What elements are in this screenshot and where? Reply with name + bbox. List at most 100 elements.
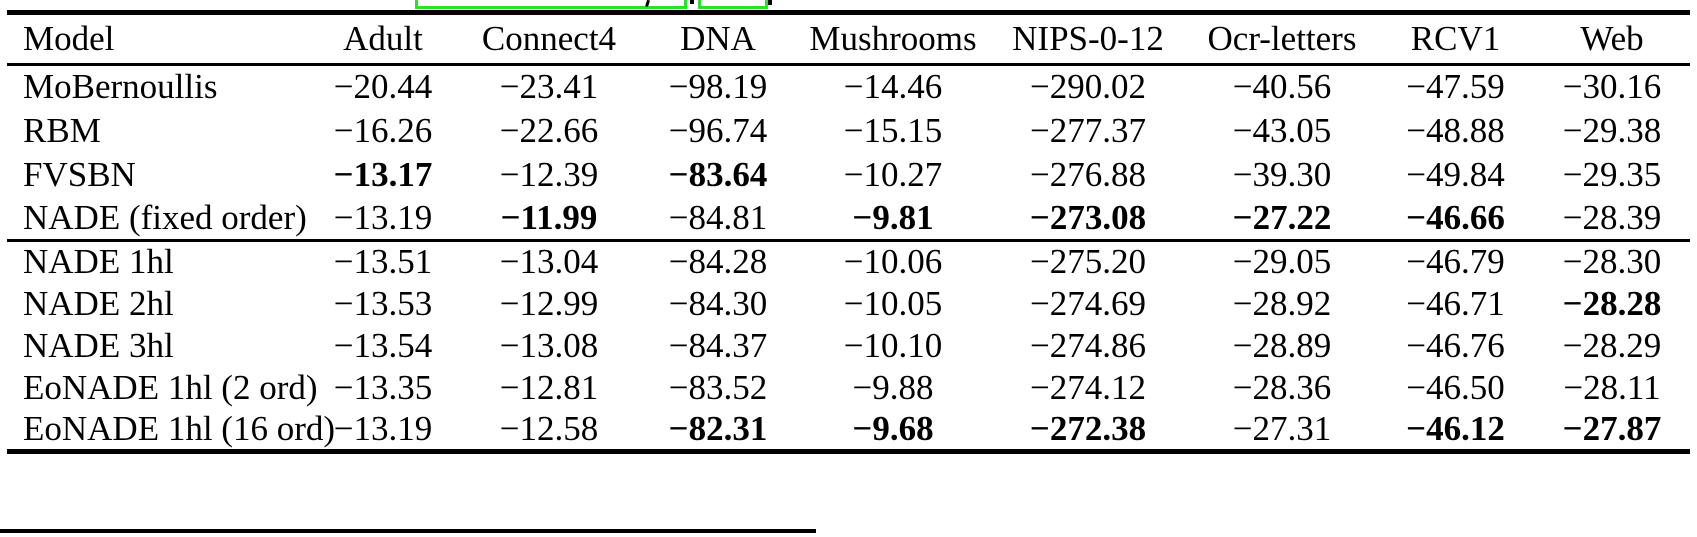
value-cell-dna: −98.19 <box>668 67 768 107</box>
value-cell-nips-0-12: −272.38 <box>1029 408 1147 448</box>
value-cell-ocr-letters: −27.22 <box>1232 197 1332 237</box>
table-body: MoBernoullis −20.44 −23.41 −98.19 −14.46 −290… <box>7 65 1690 452</box>
model-cell: NADE 1hl <box>7 239 307 283</box>
value-cell-adult: −13.17 <box>333 154 433 194</box>
table-row-nade-3hl: NADE 3hl −13.54 −13.08 −84.37 −10.10 −274.86 −… <box>7 325 1690 367</box>
value-cell-rcv1: −46.12 <box>1406 408 1505 448</box>
results-table: Model Adult Connect4 DNA Mushrooms NIPS-0-12 O… <box>7 10 1690 454</box>
value-cell-mushrooms: −10.10 <box>843 325 943 365</box>
value-cell-rcv1: −46.71 <box>1406 283 1505 323</box>
table-row-eonade-1hl-16-ord: EoNADE 1hl (16 ord) −13.19 −12.58 −82.31 −9.… <box>7 409 1690 452</box>
value-cell-web: −28.28 <box>1562 283 1662 323</box>
value-cell-rcv1: −46.50 <box>1406 367 1505 407</box>
value-cell-rcv1: −48.88 <box>1406 110 1505 150</box>
column-header-adult: Adult <box>307 12 459 66</box>
value-cell-nips-0-12: −273.08 <box>1029 197 1147 237</box>
value-cell-ocr-letters: −28.36 <box>1232 367 1332 407</box>
table-row-nade-1hl: NADE 1hl −13.51 −13.04 −84.28 −10.06 −275.20−… <box>7 239 1690 283</box>
value-cell-dna: −84.28 <box>639 239 797 283</box>
model-cell: NADE 3hl <box>23 325 174 365</box>
value-cell-ocr-letters: −43.05 <box>1232 110 1332 150</box>
value-cell-mushrooms: −9.68 <box>852 408 934 448</box>
footnote-rule <box>0 529 816 533</box>
value-cell-ocr-letters: −29.05 <box>1187 239 1377 283</box>
model-cell: NADE (fixed order) <box>23 197 307 237</box>
value-cell-nips-0-12: −274.86 <box>1030 325 1146 365</box>
value-cell-web: −29.38 <box>1562 110 1662 150</box>
value-cell-mushrooms: −10.27 <box>843 154 943 194</box>
value-cell-dna: −84.81 <box>668 197 768 237</box>
value-cell-mushrooms: −10.05 <box>843 283 943 323</box>
value-cell-web: −27.87 <box>1562 408 1662 448</box>
value-cell-adult: −13.35 <box>333 367 433 407</box>
table-row-rbm: RBM −16.26 −22.66 −96.74 −15.15 −277.37 −43.05… <box>7 109 1690 153</box>
value-cell-connect4: −13.04 <box>459 239 639 283</box>
value-cell-mushrooms: −9.81 <box>852 197 934 237</box>
value-cell-rcv1: −49.84 <box>1406 154 1505 194</box>
value-cell-connect4: −12.99 <box>499 283 599 323</box>
value-cell-ocr-letters: −28.92 <box>1232 283 1332 323</box>
value-cell-mushrooms: −10.06 <box>797 239 989 283</box>
table-row-eonade-1hl-2-ord: EoNADE 1hl (2 ord) −13.35 −12.81 −83.52 −9.8… <box>7 367 1690 409</box>
value-cell-web: −29.35 <box>1562 154 1662 194</box>
value-cell-adult: −13.54 <box>333 325 433 365</box>
column-header-rcv1: RCV1 <box>1377 12 1534 66</box>
value-cell-dna: −83.52 <box>668 367 768 407</box>
value-cell-web: −28.30 <box>1534 239 1690 283</box>
table-header: Model Adult Connect4 DNA Mushrooms NIPS-0-12 O… <box>7 12 1690 66</box>
value-cell-connect4: −13.08 <box>499 325 599 365</box>
value-cell-mushrooms: −15.15 <box>843 110 943 150</box>
value-cell-connect4: −12.58 <box>499 408 599 448</box>
model-cell: FVSBN <box>23 154 136 194</box>
header-row: Model Adult Connect4 DNA Mushrooms NIPS-0-12 O… <box>7 12 1690 66</box>
column-header-dna: DNA <box>639 12 797 66</box>
value-cell-connect4: −12.39 <box>499 154 599 194</box>
column-header-ocr-letters: Ocr-letters <box>1187 12 1377 66</box>
value-cell-adult: −13.53 <box>333 283 433 323</box>
table-row-fvsbn: FVSBN −13.17 −12.39 −83.64 −10.27 −276.88 −39.… <box>7 153 1690 197</box>
model-cell: EoNADE 1hl (16 ord) <box>23 408 336 448</box>
value-cell-adult: −13.19 <box>333 197 433 237</box>
value-cell-rcv1: −46.79 <box>1377 239 1534 283</box>
value-cell-ocr-letters: −40.56 <box>1232 67 1332 107</box>
citation-link-box-large[interactable] <box>415 0 687 9</box>
table-row-mobernoullis: MoBernoullis −20.44 −23.41 −98.19 −14.46 −290… <box>7 65 1690 109</box>
column-header-model: Model <box>7 12 307 66</box>
model-cell: NADE 2hl <box>23 283 174 323</box>
table-row-nade-fixed-order: NADE (fixed order) −13.19 −11.99 −84.81 −9.8… <box>7 197 1690 241</box>
value-cell-nips-0-12: −274.12 <box>1030 367 1146 407</box>
value-cell-ocr-letters: −39.30 <box>1232 154 1332 194</box>
value-cell-nips-0-12: −274.69 <box>1030 283 1146 323</box>
model-cell: RBM <box>23 110 101 150</box>
value-cell-web: −28.29 <box>1562 325 1662 365</box>
column-header-mushrooms: Mushrooms <box>797 12 989 66</box>
value-cell-connect4: −12.81 <box>499 367 599 407</box>
value-cell-ocr-letters: −27.31 <box>1232 408 1332 448</box>
table-row-nade-2hl: NADE 2hl −13.53 −12.99 −84.30 −10.05 −274.69 −… <box>7 283 1690 325</box>
value-cell-dna: −96.74 <box>668 110 768 150</box>
value-cell-adult: −13.51 <box>307 239 459 283</box>
value-cell-adult: −13.19 <box>333 408 433 448</box>
column-header-web: Web <box>1534 12 1690 66</box>
value-cell-web: −28.39 <box>1562 197 1662 237</box>
value-cell-adult: −20.44 <box>333 67 433 107</box>
value-cell-mushrooms: −9.88 <box>852 367 934 407</box>
value-cell-dna: −82.31 <box>668 408 768 448</box>
value-cell-ocr-letters: −28.89 <box>1232 325 1332 365</box>
model-cell: MoBernoullis <box>23 67 218 107</box>
value-cell-adult: −16.26 <box>333 110 433 150</box>
value-cell-connect4: −22.66 <box>499 110 599 150</box>
model-cell: EoNADE 1hl (2 ord) <box>23 367 318 407</box>
value-cell-connect4: −11.99 <box>500 197 598 237</box>
value-cell-dna: −84.30 <box>668 283 768 323</box>
caption-glyph-fragment-left <box>690 0 694 4</box>
value-cell-web: −30.16 <box>1562 67 1662 107</box>
citation-link-box-small[interactable] <box>698 0 768 9</box>
caption-glyph-fragment-right <box>768 0 772 5</box>
value-cell-web: −28.11 <box>1563 367 1661 407</box>
value-cell-nips-0-12: −290.02 <box>1030 67 1146 107</box>
value-cell-nips-0-12: −275.20 <box>989 239 1187 283</box>
column-header-connect4: Connect4 <box>459 12 639 66</box>
value-cell-connect4: −23.41 <box>499 67 599 107</box>
